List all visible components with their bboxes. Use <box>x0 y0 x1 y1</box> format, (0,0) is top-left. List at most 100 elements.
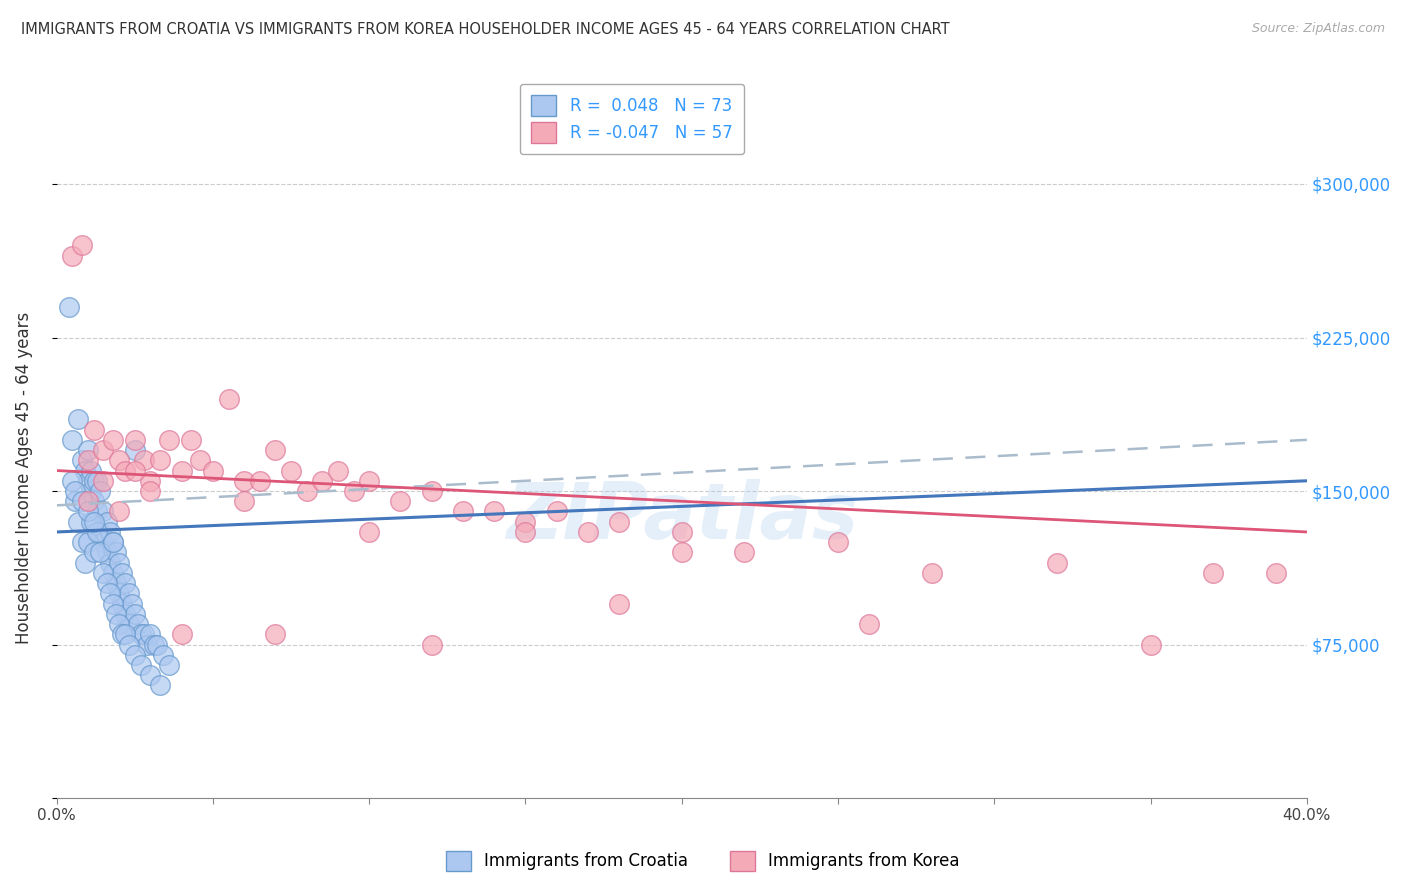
Text: IMMIGRANTS FROM CROATIA VS IMMIGRANTS FROM KOREA HOUSEHOLDER INCOME AGES 45 - 64: IMMIGRANTS FROM CROATIA VS IMMIGRANTS FR… <box>21 22 949 37</box>
Point <box>1046 556 1069 570</box>
Point <box>671 545 693 559</box>
Point <box>76 453 98 467</box>
Point <box>93 504 115 518</box>
Point <box>249 474 271 488</box>
Point <box>93 443 115 458</box>
Point <box>124 648 146 662</box>
Point <box>671 524 693 539</box>
Point <box>86 504 108 518</box>
Point <box>389 494 412 508</box>
Point <box>607 515 630 529</box>
Point <box>134 627 156 641</box>
Point <box>342 483 364 498</box>
Point <box>170 464 193 478</box>
Point <box>98 586 121 600</box>
Point <box>142 638 165 652</box>
Point <box>76 504 98 518</box>
Point <box>70 494 93 508</box>
Point <box>1202 566 1225 580</box>
Point <box>359 524 381 539</box>
Point <box>80 464 103 478</box>
Point <box>65 483 87 498</box>
Point <box>139 627 162 641</box>
Legend: R =  0.048   N = 73, R = -0.047   N = 57: R = 0.048 N = 73, R = -0.047 N = 57 <box>520 84 744 154</box>
Point <box>111 566 134 580</box>
Point <box>67 412 90 426</box>
Point <box>108 617 131 632</box>
Point <box>121 597 143 611</box>
Point <box>105 607 128 621</box>
Point <box>117 638 139 652</box>
Point <box>326 464 349 478</box>
Point <box>96 576 118 591</box>
Point <box>111 627 134 641</box>
Point <box>201 464 224 478</box>
Point <box>359 474 381 488</box>
Point <box>124 433 146 447</box>
Point <box>180 433 202 447</box>
Point <box>129 658 152 673</box>
Point <box>134 453 156 467</box>
Point <box>96 545 118 559</box>
Point <box>576 524 599 539</box>
Point <box>124 607 146 621</box>
Point <box>218 392 240 406</box>
Point <box>101 566 124 580</box>
Point <box>117 617 139 632</box>
Point <box>139 483 162 498</box>
Point <box>114 464 136 478</box>
Point <box>733 545 755 559</box>
Point <box>127 617 149 632</box>
Point <box>108 504 131 518</box>
Point <box>76 535 98 549</box>
Point <box>73 556 96 570</box>
Point <box>70 238 93 252</box>
Point <box>111 597 134 611</box>
Point <box>76 443 98 458</box>
Point <box>86 474 108 488</box>
Point <box>170 627 193 641</box>
Point <box>515 515 537 529</box>
Point <box>60 433 83 447</box>
Point <box>93 566 115 580</box>
Point <box>73 464 96 478</box>
Point <box>101 535 124 549</box>
Point <box>70 453 93 467</box>
Point <box>1264 566 1286 580</box>
Point <box>101 433 124 447</box>
Point <box>117 586 139 600</box>
Point <box>67 515 90 529</box>
Point <box>89 524 111 539</box>
Point <box>80 515 103 529</box>
Point <box>157 433 180 447</box>
Point <box>105 545 128 559</box>
Point <box>93 474 115 488</box>
Point <box>1139 638 1161 652</box>
Point <box>145 638 167 652</box>
Point <box>65 494 87 508</box>
Point <box>76 474 98 488</box>
Point <box>70 535 93 549</box>
Point <box>420 638 443 652</box>
Point <box>108 586 131 600</box>
Point <box>190 453 212 467</box>
Point <box>98 524 121 539</box>
Point <box>264 627 287 641</box>
Point <box>124 464 146 478</box>
Point <box>149 678 172 692</box>
Legend: Immigrants from Croatia, Immigrants from Korea: Immigrants from Croatia, Immigrants from… <box>437 842 969 880</box>
Point <box>157 658 180 673</box>
Text: ZIPatlas: ZIPatlas <box>506 479 858 555</box>
Point <box>86 524 108 539</box>
Point <box>264 443 287 458</box>
Point <box>114 627 136 641</box>
Point <box>129 627 152 641</box>
Point <box>152 648 174 662</box>
Point <box>607 597 630 611</box>
Point <box>546 504 568 518</box>
Point <box>139 668 162 682</box>
Point <box>83 494 105 508</box>
Y-axis label: Householder Income Ages 45 - 64 years: Householder Income Ages 45 - 64 years <box>15 312 32 644</box>
Point <box>124 443 146 458</box>
Point <box>98 556 121 570</box>
